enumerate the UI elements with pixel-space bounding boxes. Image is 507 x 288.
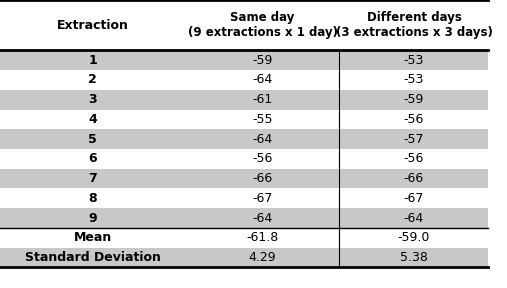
Text: -55: -55: [252, 113, 273, 126]
Text: -59: -59: [404, 93, 424, 106]
Text: -66: -66: [252, 172, 273, 185]
Text: -67: -67: [404, 192, 424, 205]
Text: -53: -53: [404, 54, 424, 67]
Text: -66: -66: [404, 172, 424, 185]
Text: 7: 7: [88, 172, 97, 185]
Bar: [0, 50, 186, 70]
Text: 8: 8: [89, 192, 97, 205]
Text: 5.38: 5.38: [400, 251, 428, 264]
Bar: [340, 110, 488, 129]
Bar: [0, 169, 186, 189]
Bar: [340, 228, 488, 248]
Text: -56: -56: [404, 113, 424, 126]
Bar: [186, 208, 340, 228]
Text: Different days
(3 extractions x 3 days): Different days (3 extractions x 3 days): [336, 11, 492, 39]
Bar: [186, 90, 340, 110]
Bar: [340, 248, 488, 268]
Bar: [0, 248, 186, 268]
Text: -64: -64: [252, 73, 273, 86]
Text: 6: 6: [89, 152, 97, 165]
Text: 3: 3: [89, 93, 97, 106]
Bar: [340, 189, 488, 208]
Text: -59.0: -59.0: [398, 231, 430, 244]
Bar: [0, 189, 186, 208]
Text: 4.29: 4.29: [249, 251, 276, 264]
Bar: [0, 208, 186, 228]
Text: Extraction: Extraction: [57, 19, 129, 32]
Bar: [0, 149, 186, 169]
Text: -57: -57: [404, 133, 424, 146]
Text: -53: -53: [404, 73, 424, 86]
Text: -67: -67: [252, 192, 273, 205]
Text: -64: -64: [252, 133, 273, 146]
Bar: [340, 208, 488, 228]
Bar: [186, 50, 340, 70]
Bar: [186, 0, 340, 50]
Bar: [186, 228, 340, 248]
Bar: [340, 149, 488, 169]
Text: 9: 9: [89, 212, 97, 225]
Bar: [186, 110, 340, 129]
Bar: [0, 110, 186, 129]
Text: 2: 2: [88, 73, 97, 86]
Text: Standard Deviation: Standard Deviation: [25, 251, 161, 264]
Bar: [186, 149, 340, 169]
Bar: [0, 0, 186, 50]
Text: 5: 5: [88, 133, 97, 146]
Bar: [186, 189, 340, 208]
Bar: [0, 70, 186, 90]
Text: -56: -56: [404, 152, 424, 165]
Bar: [340, 129, 488, 149]
Bar: [340, 70, 488, 90]
Bar: [186, 70, 340, 90]
Text: -64: -64: [252, 212, 273, 225]
Text: -56: -56: [252, 152, 273, 165]
Bar: [0, 129, 186, 149]
Bar: [186, 129, 340, 149]
Bar: [0, 228, 186, 248]
Text: Same day
(9 extractions x 1 day): Same day (9 extractions x 1 day): [188, 11, 338, 39]
Bar: [340, 90, 488, 110]
Bar: [186, 169, 340, 189]
Text: Mean: Mean: [74, 231, 112, 244]
Bar: [340, 169, 488, 189]
Bar: [0, 90, 186, 110]
Text: 4: 4: [88, 113, 97, 126]
Text: -64: -64: [404, 212, 424, 225]
Text: -59: -59: [252, 54, 273, 67]
Bar: [186, 248, 340, 268]
Bar: [340, 0, 488, 50]
Text: -61: -61: [252, 93, 273, 106]
Bar: [340, 50, 488, 70]
Text: -61.8: -61.8: [246, 231, 279, 244]
Text: 1: 1: [88, 54, 97, 67]
